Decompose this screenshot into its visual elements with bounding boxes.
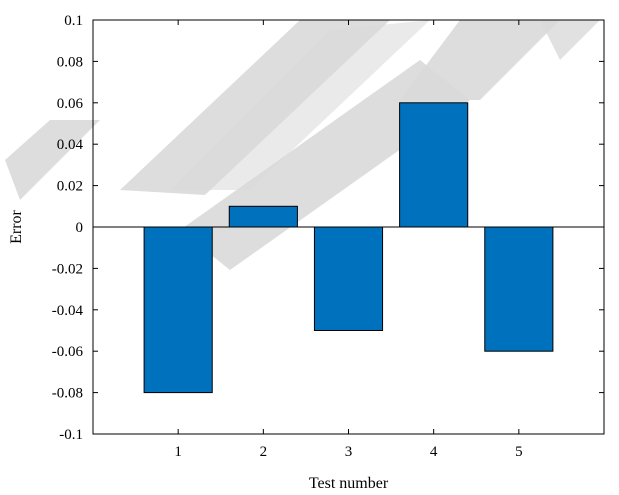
bar-test-4: [399, 102, 469, 228]
y-tick-label: -0.1: [59, 427, 83, 443]
x-tick-label: 4: [430, 444, 438, 460]
retracted-watermark: [5, 20, 600, 270]
x-axis-label: Test number: [309, 475, 389, 492]
y-tick-label: 0.1: [64, 13, 83, 29]
bars: [143, 102, 554, 394]
y-tick-label: -0.02: [52, 261, 83, 277]
y-tick-label: 0.02: [57, 179, 83, 195]
x-tick-label: 3: [345, 444, 353, 460]
watermark-stroke: [170, 20, 430, 190]
y-tick-label: -0.08: [52, 386, 83, 402]
watermark-stroke: [400, 20, 560, 100]
y-tick-label: 0.06: [57, 96, 84, 112]
y-tick-label: -0.04: [52, 303, 84, 319]
bar-test-3: [313, 226, 384, 331]
x-tick-label: 1: [174, 444, 182, 460]
y-axis: -0.1 -0.08 -0.06 -0.04 -0.02 0 0.02 0.04 0.06 0.0…: [52, 13, 604, 443]
bar-test-2: [228, 205, 298, 228]
y-tick-label: 0.04: [57, 137, 84, 153]
y-tick-label: 0.08: [57, 54, 83, 70]
watermark-stroke: [5, 120, 100, 200]
x-tick-label: 5: [515, 444, 523, 460]
bar-test-5: [484, 226, 554, 352]
x-tick-label: 2: [260, 444, 268, 460]
watermark-stroke: [540, 20, 600, 60]
x-axis: 1 2 3 4 5: [174, 20, 523, 460]
y-tick-label: -0.06: [52, 344, 84, 360]
y-axis-label: Error: [8, 209, 25, 243]
y-tick-label: 0: [76, 220, 84, 236]
bar-test-1: [143, 226, 213, 394]
